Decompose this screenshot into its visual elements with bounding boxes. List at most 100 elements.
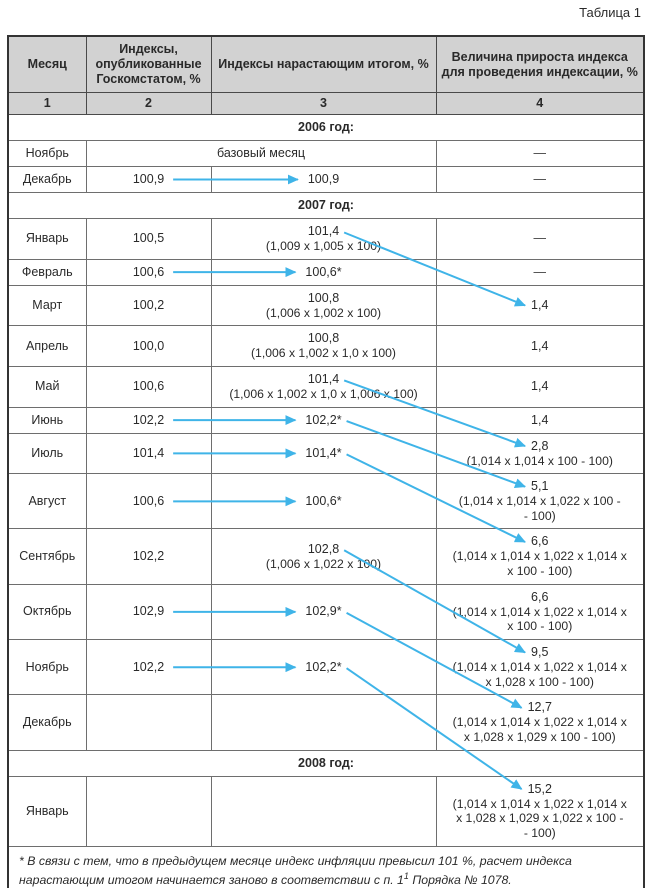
table-row: Декабрь 12,7 (1,014 x 1,014 x 1,022 x 1,01…: [7, 694, 645, 751]
month-cell: Июнь: [7, 406, 87, 434]
month-label: Апрель: [26, 338, 69, 353]
cumulative-index-value: 101,4*: [305, 445, 342, 460]
increment-cell: —: [435, 166, 645, 193]
table-row: Июль 101,4 101,4* 2,8 (1,014 x 1,014 x 100 -…: [7, 432, 645, 475]
increment-value: 2,8: [531, 438, 549, 453]
month-label: Январь: [25, 803, 69, 818]
cumulative-index-value: 102,2*: [305, 659, 342, 674]
month-cell: Июль: [7, 432, 87, 475]
month-cell: Август: [7, 473, 87, 530]
cumulative-index-value: 100,8: [307, 331, 340, 346]
increment-value: —: [533, 172, 547, 186]
month-label: Август: [28, 493, 67, 508]
cumulative-index-value: 100,9: [307, 172, 340, 186]
footnote-row: * В связи с тем, что в предыдущем месяце…: [7, 845, 645, 888]
cumulative-index-cell: 102,2*: [210, 639, 437, 696]
published-index-value: 102,9: [132, 604, 165, 619]
published-index-cell: 100,6: [85, 365, 212, 408]
year-section-label: 2006 год:: [7, 114, 645, 141]
increment-formula: (1,014 x 1,014 x 1,022 x 100 -: [458, 494, 621, 509]
month-label: Март: [32, 297, 63, 312]
cumulative-index-value: 100,6*: [305, 264, 342, 279]
table-row: Март 100,2 100,8 (1,006 x 1,002 x 100) 1,4: [7, 284, 645, 327]
cumulative-index-cell: [210, 694, 437, 751]
year-section-label: 2007 год:: [7, 192, 645, 219]
increment-formula: - 100): [523, 825, 556, 840]
increment-value: —: [533, 264, 547, 279]
table-caption: Таблица 1: [579, 5, 641, 20]
increment-formula: (1,014 x 1,014 x 100 - 100): [466, 453, 613, 468]
table-row: Июнь 102,2 102,2* 1,4: [7, 406, 645, 434]
column-number-1: 1: [7, 92, 87, 115]
published-index-cell: 100,0: [85, 325, 212, 367]
table-row: Январь 15,2 (1,014 x 1,014 x 1,022 x 1,014…: [7, 775, 645, 847]
increment-formula: (1,014 x 1,014 x 1,022 x 1,014 x: [452, 604, 627, 619]
table-row: Январь 100,5 101,4 (1,009 x 1,005 x 100) —: [7, 218, 645, 260]
increment-formula: (1,014 x 1,014 x 1,022 x 1,014 x: [452, 715, 627, 730]
indexation-table-wrap: Месяц Индексы, опубликованные Госкомстат…: [7, 35, 645, 888]
table-row: Февраль 100,6 100,6* —: [7, 258, 645, 286]
table-row: Декабрь 100,9 100,9 —: [7, 166, 645, 193]
cumulative-index-value: 102,2*: [305, 412, 342, 427]
published-index-cell: 101,4: [85, 432, 212, 475]
increment-value: 1,4: [531, 412, 549, 427]
header-increment: Величина прироста индекса для проведения…: [435, 35, 645, 93]
column-number-4: 4: [435, 92, 645, 115]
cumulative-index-value: 102,8: [307, 541, 340, 556]
cumulative-index-cell: 100,9: [210, 166, 437, 193]
table-head: Месяц Индексы, опубликованные Госкомстат…: [7, 35, 645, 115]
cumulative-index-formula: (1,006 x 1,002 x 1,0 x 1,006 x 100): [229, 386, 418, 401]
increment-value: 1,4: [531, 297, 549, 312]
footnote-superscript: 1: [403, 870, 409, 881]
cumulative-index-formula: (1,006 x 1,002 x 100): [265, 305, 382, 320]
table-row: Ноябрь 102,2 102,2* 9,5 (1,014 x 1,014 x 1,0…: [7, 639, 645, 696]
month-cell: Март: [7, 284, 87, 327]
increment-formula: (1,014 x 1,014 x 1,022 x 1,014 x: [452, 549, 627, 564]
increment-value: 9,5: [531, 645, 549, 660]
table-row: Ноябрь базовый месяц —: [7, 140, 645, 167]
month-label: Май: [35, 379, 60, 394]
published-index-value: 100,0: [132, 338, 165, 353]
cumulative-index-formula: (1,009 x 1,005 x 100): [265, 239, 382, 253]
header-row: Месяц Индексы, опубликованные Госкомстат…: [7, 35, 645, 93]
indexation-table: Месяц Индексы, опубликованные Госкомстат…: [7, 35, 645, 888]
cumulative-index-value: 101,4: [307, 371, 340, 386]
footnote: * В связи с тем, что в предыдущем месяце…: [7, 845, 645, 888]
increment-cell: 1,4: [435, 284, 645, 327]
column-number-2: 2: [85, 92, 212, 115]
increment-formula: x 1,028 x 100 - 100): [485, 674, 594, 689]
month-cell: Ноябрь: [7, 639, 87, 696]
table-row: Август 100,6 100,6* 5,1 (1,014 x 1,014 x 1,0…: [7, 473, 645, 530]
increment-formula: x 1,028 x 1,029 x 1,022 x 100 -: [456, 811, 624, 826]
year-section-row: 2007 год:: [7, 192, 645, 219]
header-month: Месяц: [7, 35, 87, 93]
cumulative-index-cell: 102,2*: [210, 406, 437, 434]
increment-cell: 1,4: [435, 365, 645, 408]
header-published-index: Индексы, опубликованные Госкомстатом, %: [85, 35, 212, 93]
published-index-value: 100,6: [132, 379, 165, 394]
increment-formula: - 100): [523, 508, 556, 523]
increment-value: 15,2: [527, 781, 552, 796]
cumulative-index-cell: 100,6*: [210, 258, 437, 286]
month-cell: Апрель: [7, 325, 87, 367]
month-label: Сентябрь: [19, 549, 76, 564]
increment-formula: (1,014 x 1,014 x 1,022 x 1,014 x: [452, 796, 627, 811]
year-section-label: 2008 год:: [7, 749, 645, 777]
month-cell: Январь: [7, 775, 87, 847]
month-label: Декабрь: [22, 714, 72, 729]
month-cell: Декабрь: [7, 166, 87, 193]
column-numbers-row: 1 2 3 4: [7, 92, 645, 115]
cumulative-index-cell: [210, 775, 437, 847]
month-cell: Декабрь: [7, 694, 87, 751]
published-index-value: 101,4: [132, 445, 165, 460]
published-index-value: 102,2: [132, 659, 165, 674]
month-label: Февраль: [21, 264, 73, 279]
table-row: Май 100,6 101,4 (1,006 x 1,002 x 1,0 x 1,00…: [7, 365, 645, 408]
cumulative-index-value: 100,8: [307, 290, 340, 305]
cumulative-index-cell: 100,6*: [210, 473, 437, 530]
increment-value: 1,4: [531, 338, 549, 353]
